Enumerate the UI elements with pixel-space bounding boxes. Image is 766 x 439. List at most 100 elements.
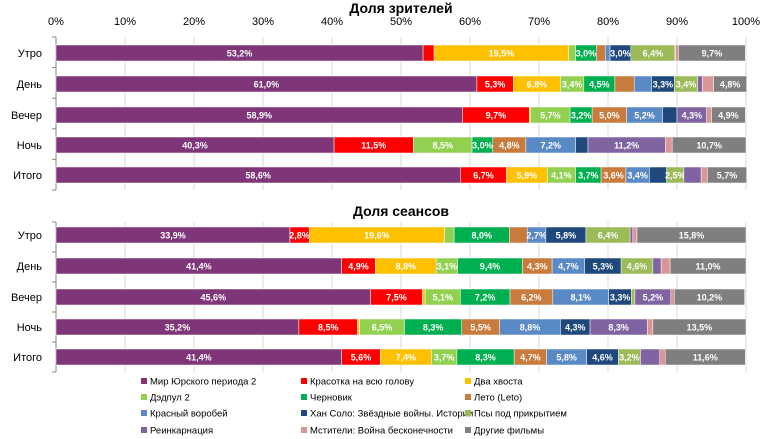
data-label: 3,4%: [562, 80, 583, 90]
data-label: 4,7%: [520, 353, 541, 363]
x-tick-label: 10%: [114, 16, 136, 28]
bar-segment: [697, 75, 703, 93]
data-label: 19,6%: [364, 231, 390, 241]
legend-item: Черновик: [310, 393, 353, 404]
legend-item: Хан Соло: Звёздные войны. Истории: [310, 409, 473, 420]
sessions-share-chart: Утро 33,9% 2,8% 19,6% 8,0% 2,7% 5,8% 6,4% 15,8% Д…: [11, 221, 747, 373]
data-label: 4,5%: [589, 80, 610, 90]
category-label: Вечер: [11, 292, 42, 304]
bar-segment: [660, 257, 671, 275]
bar-segment: [707, 166, 747, 184]
data-label: 2,5%: [665, 171, 686, 181]
x-tick-label: 50%: [390, 16, 412, 28]
data-label: 4,8%: [720, 80, 741, 90]
data-label: 13,5%: [687, 323, 713, 333]
data-label: 8,3%: [423, 323, 444, 333]
data-label: 3,3%: [653, 80, 674, 90]
bar-segment: [671, 136, 747, 154]
data-label: 6,5%: [372, 323, 393, 333]
data-label: 8,8%: [520, 323, 541, 333]
bar-segment: [640, 348, 660, 366]
data-label: 33,9%: [160, 231, 186, 241]
legend-item: Красный воробей: [150, 409, 228, 420]
bar-segment: [614, 75, 635, 93]
data-label: 3,2%: [571, 111, 592, 121]
data-label: 8,5%: [318, 323, 339, 333]
data-label: 41,4%: [186, 262, 212, 272]
data-label: 4,3%: [682, 111, 703, 121]
chart-title-sessions: Доля сеансов: [353, 203, 449, 219]
bar-segment: [711, 106, 746, 124]
bar-segment: [631, 288, 636, 306]
legend-swatch: [301, 427, 307, 433]
category-label: Утро: [18, 230, 42, 242]
data-label: 41,4%: [186, 353, 212, 363]
bar-segment: [662, 106, 678, 124]
data-label: 5,9%: [517, 171, 538, 181]
data-label: 5,2%: [634, 111, 655, 121]
bar-segment: [665, 348, 746, 366]
data-label: 4,8%: [499, 141, 520, 151]
data-label: 8,8%: [396, 262, 417, 272]
data-label: 15,8%: [679, 231, 705, 241]
data-label: 6,2%: [521, 293, 542, 303]
data-label: 5,7%: [540, 111, 561, 121]
data-label: 2,8%: [289, 231, 310, 241]
data-label: 6,4%: [598, 231, 619, 241]
x-tick-label: 90%: [666, 16, 688, 28]
legend-swatch: [301, 378, 307, 384]
data-label: 4,6%: [592, 353, 613, 363]
legend-item: Дэдпул 2: [150, 393, 190, 404]
bar-segment: [444, 226, 455, 244]
data-label: 2,7%: [526, 231, 547, 241]
category-label: Ночь: [17, 140, 43, 152]
data-label: 3,6%: [603, 171, 624, 181]
bar-segment: [670, 288, 675, 306]
data-label: 3,2%: [619, 353, 640, 363]
data-label: 19,5%: [489, 49, 515, 59]
legend-item: Лето (Leto): [474, 393, 522, 404]
data-label: 5,3%: [485, 80, 506, 90]
bar-segment: [647, 318, 654, 336]
legend-item: Два хвоста: [474, 377, 523, 388]
data-label: 61,0%: [254, 80, 280, 90]
legend-swatch: [141, 427, 147, 433]
bar-segment: [675, 44, 679, 62]
bar-segment: [665, 136, 673, 154]
legend-item: Реинкарнация: [150, 426, 213, 437]
data-label: 3,3%: [610, 293, 631, 303]
data-label: 4,1%: [551, 171, 572, 181]
data-label: 4,9%: [348, 262, 369, 272]
bar-segment: [678, 44, 746, 62]
category-label: День: [17, 79, 43, 91]
category-label: Вечер: [11, 110, 42, 122]
category-label: День: [17, 261, 43, 273]
data-label: 5,8%: [556, 353, 577, 363]
bar-segment: [652, 257, 662, 275]
data-label: 11,0%: [696, 262, 721, 272]
data-label: 5,3%: [593, 262, 614, 272]
data-label: 8,5%: [432, 141, 453, 151]
bar-segment: [633, 75, 652, 93]
bar-segment: [659, 348, 666, 366]
data-label: 40,3%: [182, 141, 208, 151]
data-label: 7,2%: [475, 293, 496, 303]
data-label: 6,4%: [643, 49, 664, 59]
data-label: 3,0%: [610, 49, 631, 59]
bar-segment: [629, 226, 634, 244]
bar-segment: [357, 318, 360, 336]
data-label: 4,9%: [718, 111, 739, 121]
data-label: 3,7%: [578, 171, 599, 181]
data-label: 8,1%: [570, 293, 591, 303]
x-tick-label: 20%: [183, 16, 205, 28]
legend-swatch: [301, 410, 307, 416]
x-tick-label: 100%: [732, 16, 760, 28]
bar-segment: [422, 288, 426, 306]
data-label: 11,2%: [614, 141, 639, 151]
bar-segment: [669, 257, 747, 275]
data-label: 5,0%: [599, 111, 620, 121]
legend-swatch: [465, 410, 471, 416]
bar-segment: [509, 226, 528, 244]
x-tick-label: 40%: [321, 16, 343, 28]
data-label: 3,0%: [472, 141, 493, 151]
